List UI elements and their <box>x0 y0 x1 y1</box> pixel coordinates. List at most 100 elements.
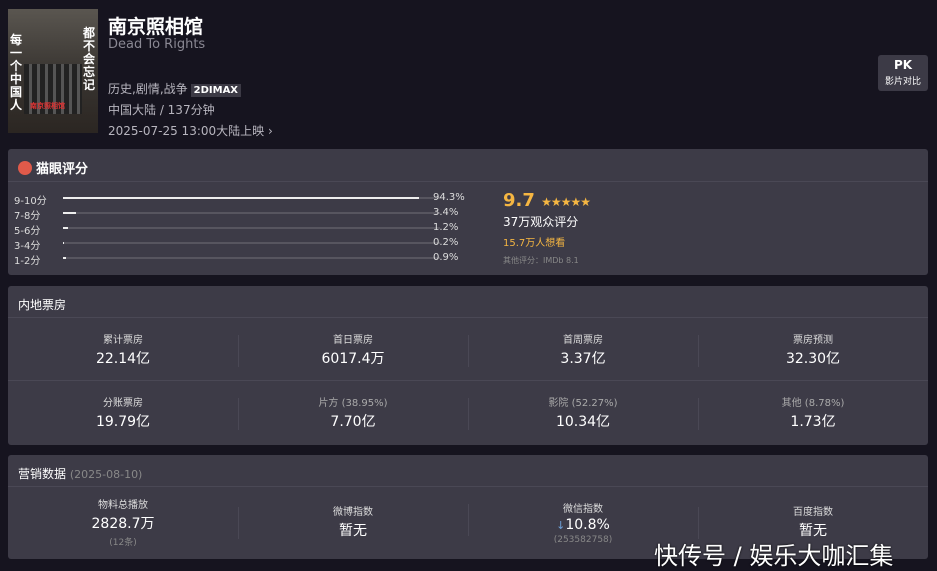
stat-cell: 微博指数 暂无 <box>238 503 468 542</box>
box-office-header: 内地票房 <box>8 286 928 318</box>
stat-cell: 首周票房 3.37亿 <box>468 331 698 368</box>
stat-number: 暂无 <box>339 522 367 539</box>
pk-compare-button[interactable]: PK 影片对比 <box>878 55 928 91</box>
rating-bar-track <box>63 212 440 214</box>
stat-value: 暂无 <box>238 520 468 540</box>
stat-cell: 物料总播放 2828.7万 (12条) <box>8 496 238 548</box>
rating-bar-track <box>63 242 440 244</box>
stat-value: 暂无 <box>698 520 928 540</box>
rating-row: 7-8分 3.4% <box>14 207 464 222</box>
stat-value: 3.37亿 <box>468 348 698 368</box>
stat-note: (253582758) <box>553 534 613 545</box>
rating-bar-track <box>63 197 440 199</box>
stat-label: 首日票房 <box>333 334 373 346</box>
rating-pct: 94.3% <box>433 192 465 203</box>
stat-value: 1.73亿 <box>698 411 928 431</box>
stat-cell: 其他 (8.78%) 1.73亿 <box>698 394 928 431</box>
stat-number: 6017.4万 <box>321 350 385 367</box>
poster-text-left: 每一个中国人 <box>10 33 23 112</box>
movie-poster[interactable]: 每一个中国人 都不会忘记 南京照相馆 <box>8 9 98 133</box>
rating-header: 猫眼评分 <box>36 162 89 177</box>
stat-number: 19.79亿 <box>95 414 151 430</box>
stat-value: 6017.4万 <box>238 348 468 368</box>
marketing-header: 营销数据 <box>18 467 67 481</box>
rating-range: 3-4分 <box>14 241 41 252</box>
stat-number: 10.8% <box>565 516 610 533</box>
stat-number: 7.70亿 <box>330 414 376 430</box>
stat-cell: 微信指数 ↓10.8% (253582758) <box>468 500 698 545</box>
star-icons: ★★★★★ <box>541 195 591 209</box>
stat-label: 物料总播放 <box>98 500 148 511</box>
stat-cell: 影院 (52.27%) 10.34亿 <box>468 394 698 431</box>
marketing-card: 营销数据 (2025-08-10) 物料总播放 2828.7万 (12条) 微博指数暂… <box>8 455 928 559</box>
stat-label: 累计票房 <box>103 334 143 346</box>
rating-pct: 0.2% <box>433 237 459 248</box>
stat-label: 分账票房 <box>103 398 143 409</box>
rating-bar-fill <box>63 197 419 199</box>
rating-bar-track <box>63 227 440 229</box>
movie-title: 南京照相馆 <box>108 16 204 38</box>
rating-row: 5-6分 1.2% <box>14 222 464 237</box>
poster-image <box>24 64 82 114</box>
rating-count: 37万观众评分 <box>503 215 579 229</box>
pk-sub: 影片对比 <box>884 77 921 87</box>
stat-number: 暂无 <box>799 522 827 539</box>
stat-number: 22.14亿 <box>95 350 151 367</box>
stat-cell: 累计票房 22.14亿 <box>8 331 238 368</box>
stat-number: 10.34亿 <box>555 414 611 430</box>
stat-cell: 百度指数 暂无 <box>698 503 928 542</box>
watermark: 快传号 / 娱乐大咖汇集 <box>654 542 894 570</box>
rating-row: 3-4分 0.2% <box>14 237 464 252</box>
rating-row: 9-10分 94.3% <box>14 192 465 207</box>
stat-value: 10.34亿 <box>468 411 698 431</box>
stat-label: 影院 (52.27%) <box>548 398 618 409</box>
stat-label: 百度指数 <box>793 506 833 518</box>
rating-pct: 3.4% <box>433 207 459 218</box>
stat-cell: 分账票房 19.79亿 <box>8 394 238 431</box>
stat-note: (12条) <box>109 538 137 548</box>
rating-pct: 1.2% <box>433 222 459 233</box>
rating-range: 5-6分 <box>14 226 41 237</box>
rating-bar-fill <box>63 242 65 244</box>
stat-cell: 票房预测 32.30亿 <box>698 331 928 368</box>
stat-value: ↓10.8% <box>468 517 698 533</box>
stat-number: 2828.7万 <box>91 516 155 532</box>
stat-value: 32.30亿 <box>698 348 928 368</box>
stat-value: 7.70亿 <box>238 411 468 431</box>
rating-bar-fill <box>63 227 68 229</box>
stat-label: 微博指数 <box>333 506 373 518</box>
pk-label: PK <box>893 58 913 72</box>
want-count: 15.7万人想看 <box>503 238 566 249</box>
maoyan-cat-icon <box>18 161 32 175</box>
stat-label: 票房预测 <box>793 334 833 346</box>
stat-label: 其他 (8.78%) <box>781 398 845 409</box>
rating-range: 1-2分 <box>14 256 41 267</box>
stat-value: 2828.7万 <box>8 513 238 533</box>
rating-range: 9-10分 <box>14 196 47 207</box>
genres: 历史,剧情,战争 <box>108 82 188 96</box>
stat-number: 3.37亿 <box>560 350 606 367</box>
rating-score: 9.7 ★★★★★ <box>503 190 591 211</box>
stat-number: 1.73亿 <box>790 414 836 430</box>
region-duration: 中国大陆 / 137分钟 <box>108 103 215 117</box>
poster-text-right: 都不会忘记 <box>83 26 96 92</box>
stat-cell: 片方 (38.95%) 7.70亿 <box>238 394 468 431</box>
stat-label: 片方 (38.95%) <box>318 398 388 409</box>
rating-bar-track <box>63 257 440 259</box>
movie-en-title: Dead To Rights <box>108 37 206 52</box>
rating-bar-fill <box>63 257 67 259</box>
format-badge: 2DIMAX <box>190 84 242 97</box>
stat-label: 微信指数 <box>563 503 603 515</box>
poster-title: 南京照相馆 <box>30 102 65 110</box>
box-office-card: 内地票房 累计票房 22.14亿 首日票房 6017.4万 首周票房 3.37亿 票房预测 3… <box>8 286 928 445</box>
stat-value: 22.14亿 <box>8 348 238 368</box>
rating-row: 1-2分 0.9% <box>14 252 464 267</box>
stat-cell: 首日票房 6017.4万 <box>238 331 468 368</box>
rating-bar-fill <box>63 212 76 214</box>
other-rating: 其他评分：IMDb 8.1 <box>503 256 579 265</box>
rating-pct: 0.9% <box>433 252 459 263</box>
stat-value: 19.79亿 <box>8 411 238 431</box>
marketing-date: (2025-08-10) <box>69 468 143 481</box>
rating-range: 7-8分 <box>14 211 41 222</box>
release-link[interactable]: 2025-07-25 13:00大陆上映 › <box>108 124 273 138</box>
